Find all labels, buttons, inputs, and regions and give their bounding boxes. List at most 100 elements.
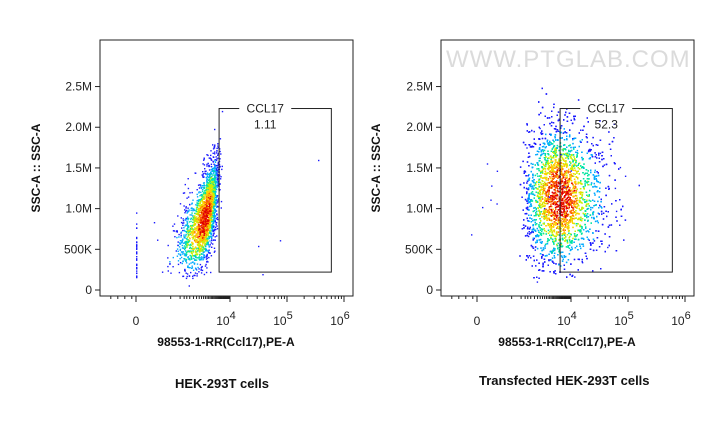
event-dot <box>215 206 218 208</box>
event-dot <box>213 179 215 181</box>
event-dot <box>188 275 191 277</box>
event-dot <box>207 203 209 205</box>
event-dot <box>200 272 203 274</box>
event-dot <box>207 173 209 175</box>
event-dot <box>207 179 210 181</box>
event-dot <box>206 213 208 215</box>
event-dot <box>136 258 138 260</box>
event-dot <box>203 239 205 242</box>
event-dot <box>216 170 219 172</box>
event-dot <box>197 208 199 210</box>
event-dot <box>182 247 184 249</box>
event-dot <box>212 210 214 212</box>
event-dot <box>210 227 213 229</box>
event-dot <box>195 218 197 220</box>
event-dot <box>215 180 217 182</box>
event-dot <box>190 217 192 219</box>
event-dot <box>200 186 202 189</box>
event-dot <box>170 272 172 274</box>
event-dot <box>197 207 200 210</box>
event-dot <box>185 209 188 212</box>
event-dot <box>189 214 191 216</box>
event-dot <box>186 222 189 224</box>
event-dot <box>197 248 200 251</box>
event-dot <box>172 225 174 227</box>
event-dot <box>207 196 210 198</box>
event-dot <box>199 209 201 211</box>
event-dot <box>205 250 207 252</box>
event-dot <box>192 245 194 248</box>
event-dot <box>213 233 215 235</box>
event-dot <box>214 215 217 217</box>
event-dot <box>180 256 183 259</box>
event-dot <box>180 236 182 238</box>
event-dot <box>208 201 210 203</box>
event-dot <box>573 200 576 202</box>
event-dot <box>211 216 213 218</box>
event-dot <box>214 182 217 185</box>
event-dot <box>189 246 191 248</box>
event-dot <box>210 165 213 168</box>
event-dot <box>202 213 204 215</box>
event-dot <box>192 249 194 251</box>
event-dot <box>212 183 215 186</box>
event-dot <box>136 227 138 229</box>
event-dot <box>201 204 204 206</box>
event-dot <box>194 212 196 215</box>
event-dot <box>197 241 200 243</box>
event-dot <box>211 246 213 248</box>
event-dot <box>211 214 213 217</box>
event-dot <box>205 263 207 266</box>
event-dot <box>200 204 202 206</box>
event-dot <box>136 241 138 244</box>
event-dot <box>213 200 215 202</box>
event-dot <box>213 247 216 249</box>
event-dot <box>198 212 200 214</box>
event-dot <box>208 169 211 171</box>
event-dot <box>208 178 211 181</box>
left-gate-name: CCL17 <box>247 102 285 116</box>
event-dot <box>211 179 213 181</box>
event-dot <box>193 221 195 223</box>
event-dot <box>195 234 198 236</box>
event-dot <box>207 188 209 191</box>
event-dot <box>205 258 208 260</box>
event-dot <box>210 203 212 205</box>
event-dot <box>186 273 189 275</box>
event-dot <box>217 201 219 203</box>
event-dot <box>214 216 216 219</box>
event-dot <box>201 194 204 196</box>
event-dot <box>203 232 206 235</box>
event-dot <box>214 220 216 222</box>
event-dot <box>189 259 191 261</box>
event-dot <box>213 194 215 196</box>
event-dot <box>201 257 203 260</box>
event-dot <box>200 231 202 233</box>
event-dot <box>189 234 191 236</box>
event-dot <box>187 230 189 232</box>
event-dot <box>216 213 218 215</box>
event-dot <box>183 229 185 232</box>
event-dot <box>203 254 205 257</box>
event-dot <box>217 162 219 164</box>
event-dot <box>182 260 184 262</box>
event-dot <box>195 216 198 218</box>
event-dot <box>213 190 215 192</box>
event-dot <box>217 157 219 159</box>
event-dot <box>206 179 208 182</box>
event-dot <box>205 248 207 250</box>
event-dot <box>206 225 208 228</box>
event-dot <box>182 220 185 222</box>
event-dot <box>187 187 190 190</box>
event-dot <box>214 144 216 146</box>
event-dot <box>204 170 206 172</box>
event-dot <box>180 231 183 233</box>
event-dot <box>211 185 214 188</box>
event-dot <box>534 249 536 251</box>
event-dot <box>199 221 201 224</box>
event-dot <box>198 271 200 273</box>
left-gate-rect[interactable] <box>218 108 332 273</box>
event-dot <box>201 189 204 191</box>
event-dot <box>213 174 215 176</box>
